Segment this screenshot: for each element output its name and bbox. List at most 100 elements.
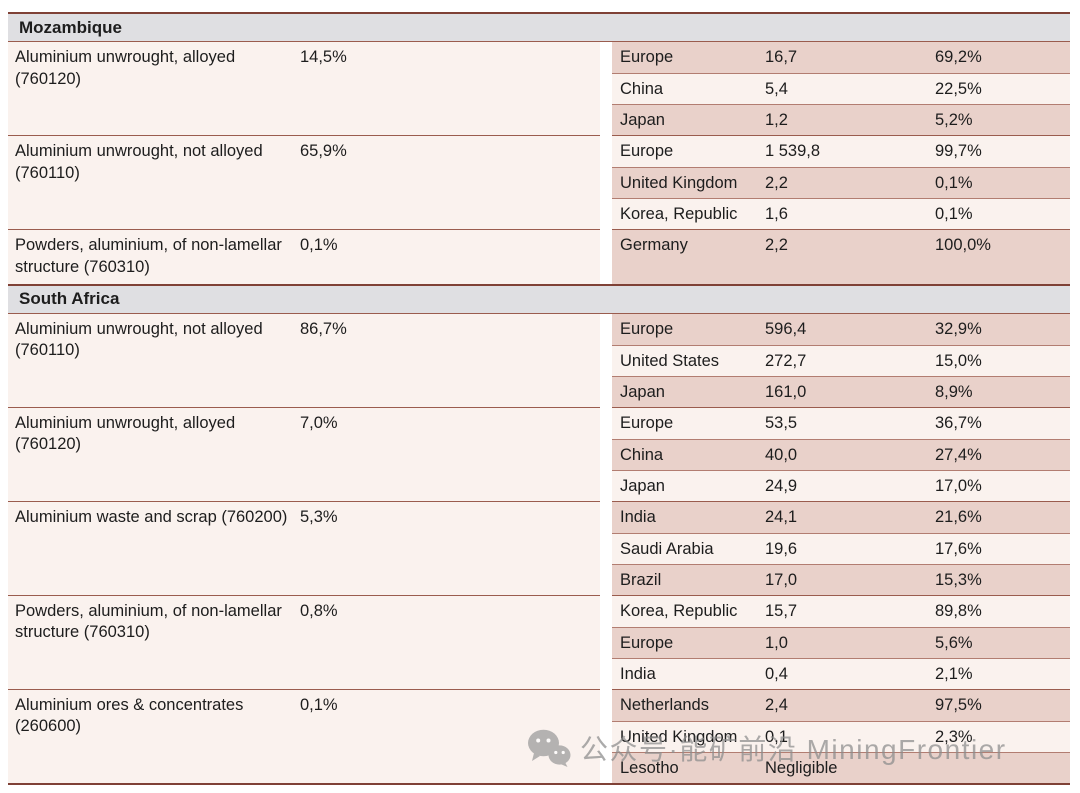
column-gap	[600, 313, 612, 407]
destination-name: Japan	[620, 111, 665, 129]
destination-row: India 24,1 21,6%	[612, 501, 1070, 533]
product-cell: Aluminium unwrought, not alloyed (760110…	[8, 313, 600, 407]
destination-row: Brazil 17,0 15,3%	[612, 563, 1070, 595]
destination-value: 272,7	[765, 351, 807, 370]
destination-share: 0,1%	[935, 174, 973, 192]
country-header: South Africa	[8, 283, 1070, 314]
destination-row: United Kingdom 0,1 2,3%	[612, 720, 1070, 752]
destination-value: 19,6	[765, 539, 798, 558]
product-share: 14,5%	[300, 48, 347, 66]
product-cell: Powders, aluminium, of non-lamellar stru…	[8, 229, 600, 284]
product-cell: Aluminium unwrought, alloyed (760120) 14,…	[8, 42, 600, 135]
destination-name: Japan	[620, 476, 665, 495]
destination-share: 15,3%	[935, 570, 982, 589]
destination-value: 0,1	[765, 727, 788, 746]
destination-value: 16,7	[765, 48, 798, 66]
destination-name: Japan	[620, 382, 665, 401]
product-group: Aluminium unwrought, alloyed (760120) 7,0…	[8, 406, 1070, 501]
destination-row: Lesotho Negligible	[612, 751, 1070, 783]
destination-row: Japan 161,0 8,9%	[612, 375, 1070, 407]
destination-name: India	[620, 507, 656, 526]
destination-row: Europe 1,0 5,6%	[612, 626, 1070, 658]
column-gap	[600, 406, 612, 501]
destination-share: 0,1%	[935, 205, 973, 223]
destination-value: Negligible	[765, 758, 838, 777]
product-group: Aluminium waste and scrap (760200) 5,3% In…	[8, 500, 1070, 595]
destination-name: Europe	[620, 48, 674, 66]
product-name: Powders, aluminium, of non-lamellar stru…	[15, 601, 282, 642]
product-share: 0,1%	[300, 236, 338, 254]
product-name: Aluminium ores & concentrates (260600)	[15, 695, 244, 736]
product-name: Aluminium unwrought, not alloyed (760110…	[15, 319, 263, 360]
destination-value: 15,7	[765, 601, 798, 620]
destination-row: Europe 53,5 36,7%	[612, 407, 1070, 439]
destination-value: 5,4	[765, 80, 788, 98]
destination-row: Japan 24,9 17,0%	[612, 469, 1070, 501]
destinations-cell: Europe 596,4 32,9% United States 272,7 15,0% J…	[612, 313, 1070, 407]
destination-name: Korea, Republic	[620, 205, 738, 223]
destinations-cell: Germany 2,2 100,0%	[612, 229, 1070, 284]
destination-share: 32,9%	[935, 319, 982, 338]
destination-share: 69,2%	[935, 48, 982, 66]
product-share: 86,7%	[300, 319, 347, 338]
destination-share: 36,7%	[935, 413, 982, 432]
column-gap	[600, 42, 612, 135]
destination-share: 2,1%	[935, 664, 973, 683]
product-share: 5,3%	[300, 507, 338, 526]
destination-share: 97,5%	[935, 695, 982, 714]
destination-row: China 40,0 27,4%	[612, 438, 1070, 470]
destination-share: 5,2%	[935, 111, 973, 129]
product-share: 65,9%	[300, 142, 347, 160]
product-group: Aluminium unwrought, not alloyed (760110…	[8, 313, 1070, 407]
destination-share: 17,0%	[935, 476, 982, 495]
destination-row: Netherlands 2,4 97,5%	[612, 689, 1070, 721]
column-gap	[600, 135, 612, 229]
destination-name: Europe	[620, 319, 674, 338]
column-gap	[600, 594, 612, 689]
trade-table: Mozambique Aluminium unwrought, alloyed (…	[8, 12, 1070, 785]
product-group: Aluminium ores & concentrates (260600) 0,…	[8, 688, 1070, 783]
column-gap	[600, 500, 612, 595]
destination-row: Europe 596,4 32,9%	[612, 313, 1070, 345]
product-name: Aluminium unwrought, alloyed (760120)	[15, 48, 236, 88]
product-cell: Powders, aluminium, of non-lamellar stru…	[8, 594, 600, 689]
destination-share: 99,7%	[935, 142, 982, 160]
destination-name: Lesotho	[620, 758, 679, 777]
destination-value: 1,2	[765, 111, 788, 129]
product-group: Aluminium unwrought, alloyed (760120) 14,…	[8, 42, 1070, 135]
product-group: Aluminium unwrought, not alloyed (760110…	[8, 135, 1070, 229]
column-gap	[600, 688, 612, 783]
destination-row: Germany 2,2 100,0%	[612, 230, 1070, 284]
product-name: Powders, aluminium, of non-lamellar stru…	[15, 236, 282, 276]
destination-value: 1,0	[765, 633, 788, 652]
product-cell: Aluminium unwrought, not alloyed (760110…	[8, 135, 600, 229]
product-cell: Aluminium unwrought, alloyed (760120) 7,0…	[8, 406, 600, 501]
column-gap	[600, 229, 612, 284]
destination-value: 53,5	[765, 413, 798, 432]
destination-row: Japan 1,2 5,2%	[612, 104, 1070, 135]
country-header: Mozambique	[8, 12, 1070, 42]
destination-share: 5,6%	[935, 633, 973, 652]
destination-value: 24,1	[765, 507, 798, 526]
destination-name: China	[620, 445, 664, 464]
destination-name: United Kingdom	[620, 727, 738, 746]
destination-row: Saudi Arabia 19,6 17,6%	[612, 532, 1070, 564]
destinations-cell: Europe 1 539,8 99,7% United Kingdom 2,2 0,1% K…	[612, 135, 1070, 229]
destination-value: 2,2	[765, 174, 788, 192]
destination-name: United Kingdom	[620, 174, 738, 192]
destination-value: 2,4	[765, 695, 788, 714]
destination-name: Europe	[620, 142, 674, 160]
destination-share: 27,4%	[935, 445, 982, 464]
product-cell: Aluminium ores & concentrates (260600) 0,…	[8, 688, 600, 783]
destination-row: Europe 1 539,8 99,7%	[612, 136, 1070, 167]
destination-name: Europe	[620, 413, 674, 432]
destination-share: 22,5%	[935, 80, 982, 98]
destination-name: Saudi Arabia	[620, 539, 714, 558]
destination-row: Korea, Republic 1,6 0,1%	[612, 198, 1070, 229]
destination-value: 1,6	[765, 205, 788, 223]
destination-name: Europe	[620, 633, 674, 652]
destination-name: Brazil	[620, 570, 662, 589]
destination-value: 17,0	[765, 570, 798, 589]
product-name: Aluminium unwrought, not alloyed (760110…	[15, 142, 263, 182]
destination-row: Europe 16,7 69,2%	[612, 42, 1070, 73]
